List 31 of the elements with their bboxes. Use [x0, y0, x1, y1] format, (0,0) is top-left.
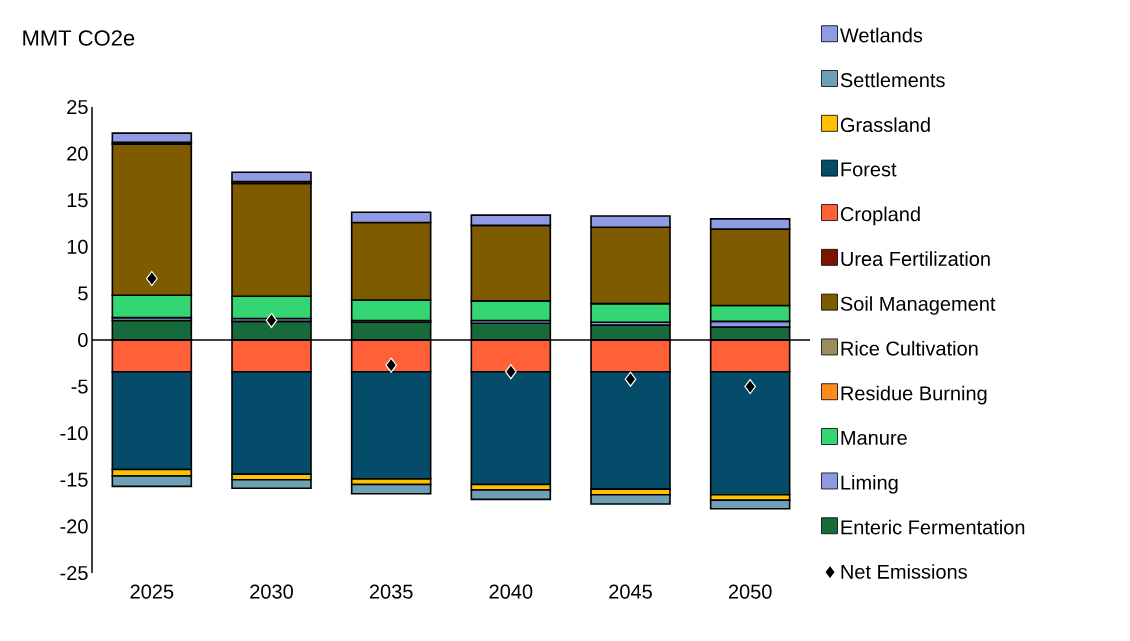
y-tick-label: -5 [71, 379, 88, 394]
y-tick-label: 20 [67, 146, 88, 161]
y-axis-title: MMT CO2e [23, 30, 135, 46]
x-tick-label: 2040 [489, 584, 533, 599]
legend-label: Wetlands [839, 27, 923, 43]
legend-label: Urea Fertilization [841, 251, 990, 267]
y-tick-label: 5 [78, 286, 88, 301]
y-tick-label: -15 [60, 472, 88, 487]
y-tick-label: -10 [60, 426, 88, 441]
legend-label: Liming [841, 474, 898, 494]
legend-label: Grassland [840, 117, 930, 133]
x-tick-label: 2045 [609, 584, 652, 599]
y-tick-label: 0 [78, 332, 88, 348]
legend-label: Residue Burning [841, 385, 987, 405]
legend-label: Settlements [840, 72, 945, 88]
y-tick-label: -25 [60, 565, 88, 581]
y-tick-label: 10 [67, 239, 88, 254]
legend-label: Rice Cultivation [841, 340, 978, 356]
legend-label: Enteric Fermentation [841, 519, 1025, 535]
x-tick-label: 2030 [250, 584, 293, 599]
legend-label: Net Emissions [841, 564, 967, 579]
x-tick-label: 2025 [130, 584, 174, 599]
x-tick-label: 2050 [728, 584, 772, 599]
legend-label: Forest [841, 162, 897, 177]
y-tick-label: 25 [67, 99, 88, 115]
x-tick-label: 2035 [369, 584, 413, 599]
legend-label: Cropland [840, 206, 920, 226]
legend-label: Soil Management [840, 296, 996, 315]
y-tick-label: -20 [60, 519, 88, 534]
legend-label: Manure [841, 430, 907, 445]
y-tick-label: 15 [67, 193, 88, 208]
